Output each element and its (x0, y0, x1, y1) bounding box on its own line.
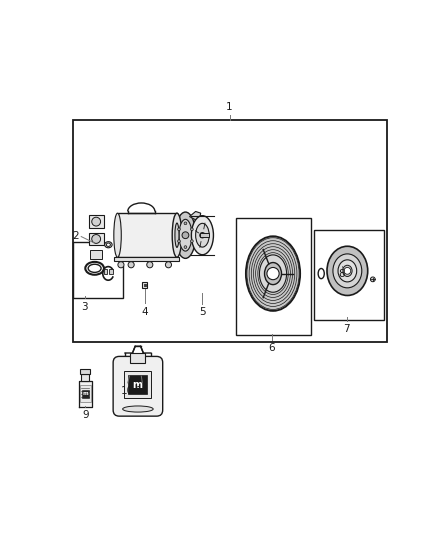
Bar (314, 230, 384, 320)
Ellipse shape (88, 264, 101, 272)
Circle shape (118, 262, 124, 268)
Text: 1: 1 (226, 102, 233, 112)
Circle shape (92, 235, 101, 244)
Circle shape (191, 228, 193, 231)
Circle shape (178, 228, 180, 231)
Ellipse shape (246, 236, 300, 311)
Ellipse shape (114, 213, 121, 257)
Text: 9: 9 (82, 410, 88, 421)
Text: m: m (132, 380, 142, 390)
Text: 6: 6 (268, 343, 276, 353)
Polygon shape (78, 381, 92, 407)
Text: 5: 5 (199, 307, 206, 317)
Circle shape (344, 268, 351, 274)
Ellipse shape (196, 223, 209, 247)
Circle shape (128, 262, 134, 268)
Bar (316, 232, 382, 318)
Ellipse shape (327, 246, 368, 295)
Ellipse shape (338, 260, 357, 282)
Bar (200, 233, 209, 237)
Circle shape (267, 268, 279, 280)
Text: 11: 11 (136, 386, 149, 396)
Ellipse shape (259, 255, 286, 292)
FancyBboxPatch shape (124, 372, 152, 398)
Ellipse shape (265, 263, 282, 285)
Bar (237, 218, 311, 335)
Ellipse shape (106, 243, 110, 246)
Ellipse shape (175, 223, 179, 247)
Bar (109, 269, 113, 274)
Bar (90, 251, 102, 259)
Ellipse shape (333, 254, 362, 288)
Circle shape (191, 240, 193, 243)
Bar (104, 269, 107, 274)
Bar (80, 385, 91, 401)
Circle shape (178, 240, 180, 243)
Circle shape (184, 246, 187, 248)
Text: 2: 2 (72, 231, 79, 241)
Bar (81, 374, 89, 381)
Bar (142, 282, 148, 288)
Circle shape (166, 262, 172, 268)
Ellipse shape (343, 265, 352, 277)
Ellipse shape (191, 216, 213, 255)
Text: 7: 7 (343, 324, 350, 334)
Bar (238, 220, 309, 334)
Circle shape (184, 222, 187, 225)
Text: 8: 8 (338, 269, 345, 279)
Ellipse shape (172, 213, 182, 257)
Text: 10: 10 (121, 386, 134, 396)
Bar (131, 353, 145, 362)
Circle shape (182, 232, 189, 239)
Circle shape (92, 217, 101, 226)
Text: 3: 3 (81, 302, 88, 312)
Polygon shape (190, 212, 201, 222)
Text: m: m (82, 391, 88, 396)
Circle shape (147, 262, 153, 268)
Bar (88, 215, 104, 229)
Bar (82, 390, 88, 398)
Ellipse shape (175, 212, 196, 259)
Bar (128, 375, 148, 394)
Bar (117, 213, 177, 257)
Text: 4: 4 (141, 306, 148, 317)
Bar (74, 242, 123, 298)
Ellipse shape (123, 406, 153, 412)
Bar (80, 369, 90, 374)
Bar (88, 191, 197, 266)
Bar (74, 120, 387, 342)
Ellipse shape (105, 241, 112, 248)
Bar (114, 257, 179, 261)
Circle shape (200, 232, 205, 238)
Ellipse shape (179, 220, 192, 251)
Circle shape (371, 277, 375, 282)
Bar (88, 232, 104, 245)
FancyBboxPatch shape (113, 357, 162, 416)
